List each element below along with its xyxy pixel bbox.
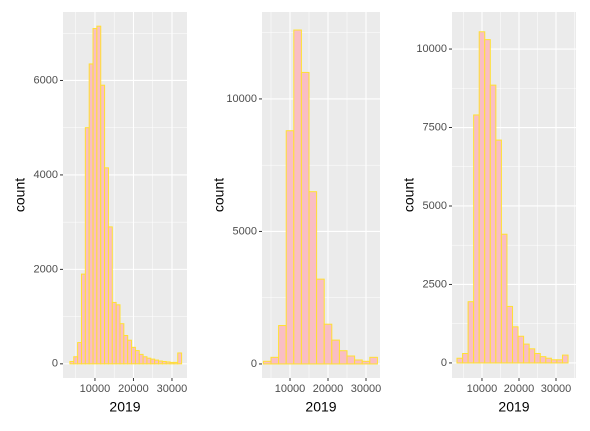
histogram-bar: [484, 39, 491, 364]
histogram-bar: [300, 71, 310, 365]
x-tick-label: 30000: [157, 383, 188, 395]
histogram-bar: [331, 339, 340, 365]
histogram-bar: [169, 361, 175, 365]
histogram-bar: [123, 334, 129, 365]
histogram-bar: [278, 325, 287, 365]
y-tick-label: 7500: [423, 121, 447, 133]
histogram-bar: [506, 305, 514, 364]
histogram-bar: [323, 323, 333, 365]
histogram-bar: [146, 357, 152, 365]
histogram-bar: [512, 326, 519, 364]
histogram-bar: [550, 359, 558, 364]
histogram-bar: [138, 353, 144, 365]
histogram-bar: [115, 304, 121, 365]
y-tick-label: 5000: [423, 200, 447, 212]
histogram-bar: [369, 356, 378, 365]
histogram-bar: [100, 84, 106, 365]
histogram-bar: [165, 361, 171, 365]
y-tick-label: 4000: [34, 169, 58, 181]
histogram-bar: [77, 342, 82, 365]
y-tick-label: 10000: [416, 43, 447, 55]
x-tick-label: 30000: [541, 383, 572, 395]
histogram-bar: [96, 25, 102, 365]
x-tick-label: 10000: [80, 383, 111, 395]
histogram-bar: [517, 335, 525, 364]
histogram-bar: [473, 114, 480, 364]
y-axis-label: count: [12, 178, 28, 212]
y-tick-label: 10000: [226, 93, 257, 105]
histogram-bar: [127, 339, 133, 365]
histogram-bar: [80, 273, 86, 365]
x-tick-label: 20000: [313, 383, 344, 395]
histogram-bar: [134, 350, 140, 365]
histogram-bar: [73, 356, 79, 365]
histogram-bar: [354, 359, 363, 365]
x-tick-label: 10000: [275, 383, 306, 395]
y-tick-label: 0: [52, 358, 58, 370]
histogram-bar: [158, 360, 163, 365]
histogram-bar: [111, 301, 117, 365]
histogram-bar: [478, 31, 486, 364]
histogram-bar: [131, 346, 136, 365]
x-tick-label: 20000: [504, 383, 535, 395]
histogram-bar: [270, 356, 280, 365]
y-tick-label: 5000: [233, 225, 257, 237]
x-tick-label: 20000: [118, 383, 149, 395]
histogram-bar: [495, 139, 502, 364]
y-tick-label: 6000: [34, 74, 58, 86]
histogram-bar: [104, 167, 109, 365]
histogram-bar: [84, 127, 90, 365]
histogram-bar: [154, 359, 160, 365]
histogram-bar: [539, 356, 547, 364]
y-axis-label: count: [211, 178, 227, 212]
histogram-bar: [361, 360, 371, 365]
histogram-bar: [92, 28, 98, 365]
y-axis-label: count: [401, 178, 417, 212]
histogram-bar: [561, 354, 569, 364]
x-axis-label: 2019: [109, 399, 140, 415]
histogram-bar: [262, 360, 272, 365]
histogram-bar: [338, 350, 348, 365]
x-tick-label: 30000: [351, 383, 382, 395]
histogram-bar: [285, 130, 295, 365]
histogram-bar: [467, 301, 475, 364]
histogram-bar: [316, 278, 325, 365]
histogram-bar: [462, 353, 469, 364]
y-tick-label: 2000: [34, 263, 58, 275]
histogram-bar: [308, 191, 318, 365]
histogram-bar: [500, 233, 508, 364]
histogram-bar: [456, 357, 464, 364]
histogram-bar: [528, 348, 536, 364]
histogram-bar: [107, 226, 113, 365]
histogram-bar: [545, 357, 552, 364]
histogram-bar: [88, 63, 94, 365]
y-tick-label: 2500: [423, 278, 447, 290]
histogram-bar: [523, 343, 530, 364]
histogram-bar: [161, 360, 167, 365]
x-axis-label: 2019: [305, 399, 336, 415]
x-axis-label: 2019: [498, 399, 529, 415]
histogram-bar: [69, 360, 75, 365]
histogram-bar: [556, 359, 563, 364]
y-tick-label: 0: [251, 358, 257, 370]
histogram-bar: [534, 353, 541, 364]
histogram-bar: [293, 29, 302, 365]
histogram-bar: [346, 355, 356, 365]
histogram-bar: [150, 358, 156, 365]
histogram-bar: [119, 323, 125, 365]
y-tick-label: 0: [441, 357, 447, 369]
histogram-bar: [142, 356, 148, 365]
histogram-bar: [173, 361, 179, 365]
x-tick-label: 10000: [467, 383, 498, 395]
histogram-bar: [489, 84, 497, 364]
histogram-bar: [177, 352, 183, 365]
